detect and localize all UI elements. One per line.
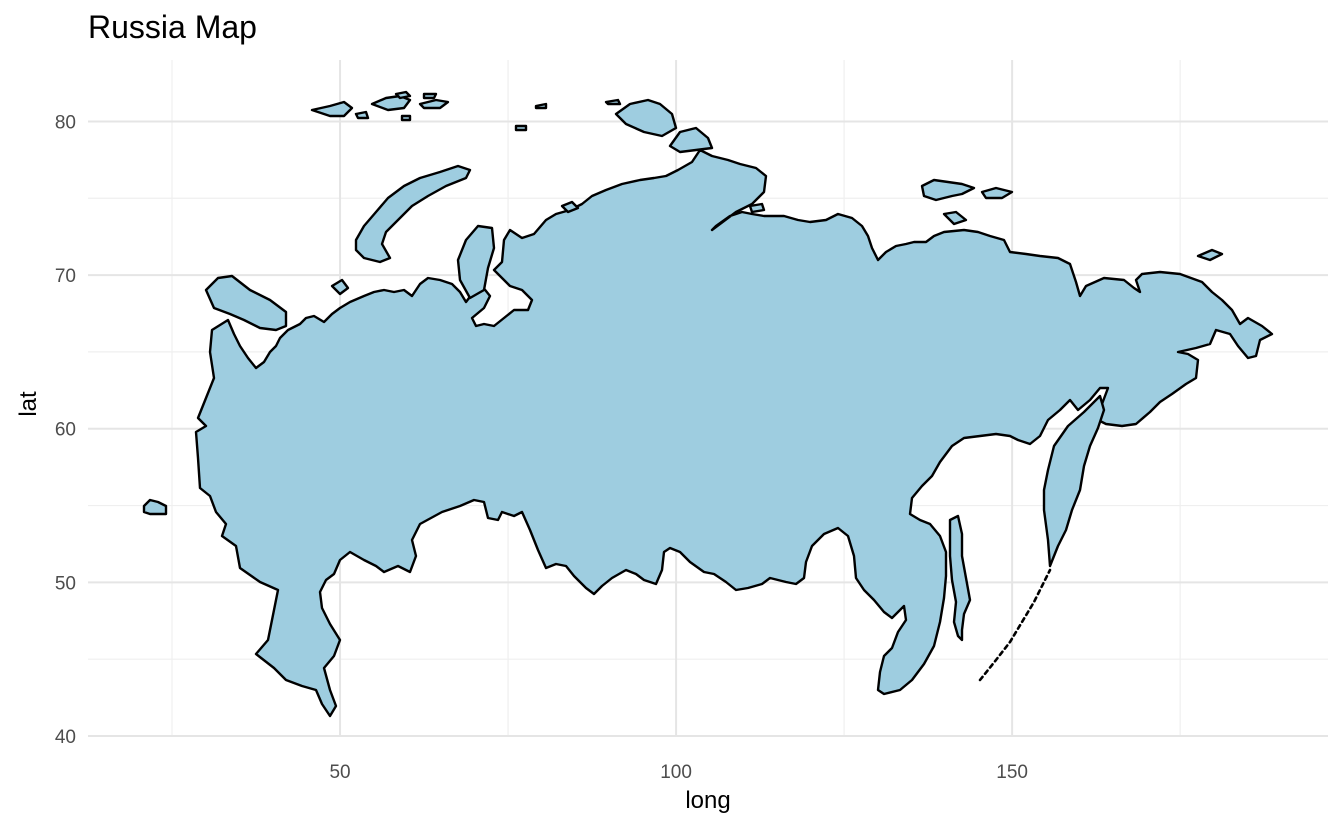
new-siberian-islands-2 <box>980 186 1014 200</box>
severnaya-zemlya-1 <box>614 98 678 138</box>
map-title: Russia Map <box>88 9 257 45</box>
sakhalin-island <box>948 514 972 642</box>
vaygach-island <box>330 278 350 296</box>
y-tick-label: 50 <box>55 573 76 594</box>
x-tick-label: 100 <box>660 762 692 783</box>
russia-map-shape <box>142 90 1274 718</box>
kaliningrad <box>142 498 168 516</box>
taymyr-islet-2 <box>748 202 766 214</box>
x-axis-ticks: 50 100 150 <box>329 762 1028 783</box>
y-tick-label: 80 <box>55 112 76 133</box>
russia-mainland <box>194 148 1274 718</box>
new-siberian-islands-4 <box>1196 248 1224 262</box>
novaya-zemlya <box>354 164 472 264</box>
new-siberian-islands-3 <box>942 210 968 226</box>
kamchatka-peninsula <box>1042 394 1106 568</box>
x-axis-title: long <box>685 787 730 814</box>
y-axis-ticks: 40 50 60 70 80 <box>55 112 76 748</box>
severnaya-zemlya-3 <box>604 98 622 106</box>
severnaya-zemlya-2 <box>668 126 714 154</box>
franz-josef-land-6 <box>354 110 370 120</box>
franz-josef-land-2 <box>370 94 412 112</box>
y-tick-label: 60 <box>55 420 76 441</box>
franz-josef-land-5 <box>422 92 438 100</box>
x-tick-label: 50 <box>329 762 350 783</box>
kola-peninsula <box>204 274 288 332</box>
severnaya-zemlya-5 <box>514 124 528 132</box>
franz-josef-land-3 <box>418 98 450 110</box>
yamal-peninsula <box>456 224 496 300</box>
kuril-islands <box>978 568 1052 682</box>
x-tick-label: 150 <box>996 762 1028 783</box>
y-tick-label: 70 <box>55 266 76 287</box>
franz-josef-land-4 <box>394 90 412 100</box>
y-axis-title: lat <box>15 391 42 417</box>
franz-josef-land-7 <box>400 114 412 122</box>
y-tick-label: 40 <box>55 727 76 748</box>
taymyr-islet-1 <box>560 200 580 214</box>
new-siberian-islands-1 <box>920 178 976 202</box>
severnaya-zemlya-4 <box>534 102 548 110</box>
franz-josef-land-1 <box>310 100 354 118</box>
